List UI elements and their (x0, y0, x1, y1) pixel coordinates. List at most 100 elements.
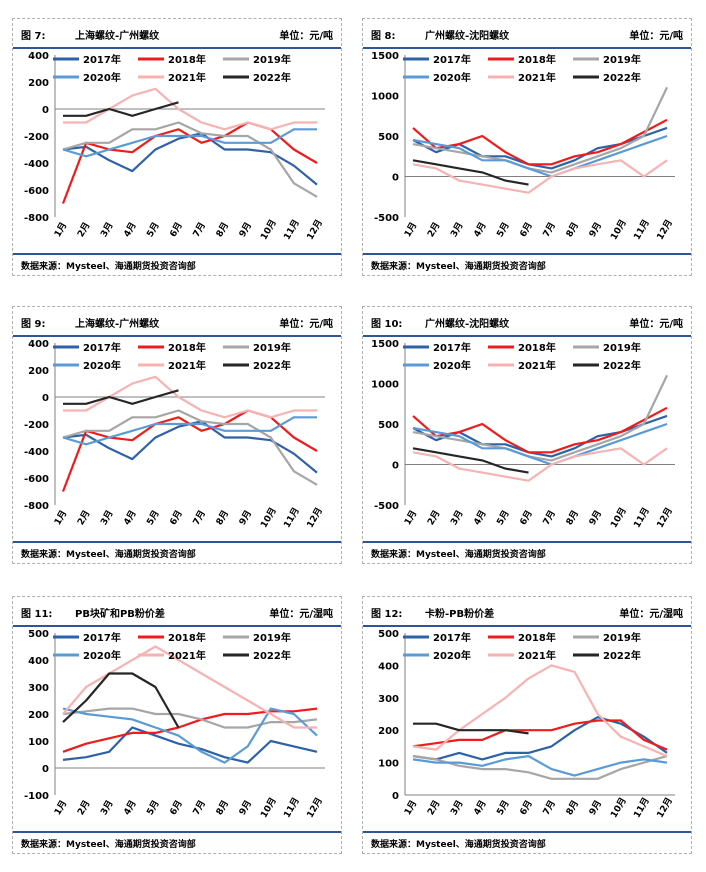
unit-label: 单位：元/吨 (629, 31, 683, 42)
legend-label-2018: 2018年 (168, 53, 206, 66)
chart-title-bar: 图 11: PB块矿和PB粉价差 单位：元/湿吨 (13, 597, 341, 627)
legend-label-2017: 2017年 (83, 341, 121, 354)
y-tick-label: -800 (24, 213, 49, 224)
chart-title-bar: 图 9: 上海螺纹-广州螺纹 单位：元/吨 (13, 307, 341, 337)
y-tick-label: 500 (28, 629, 49, 640)
y-tick-label: 500 (378, 132, 399, 143)
x-tick-label: 11月 (632, 796, 652, 820)
legend-label-2018: 2018年 (168, 631, 206, 644)
chart-panel-3: 图 9: 上海螺纹-广州螺纹 单位：元/吨 -800 -600 -400 -200 0 2… (12, 306, 342, 564)
y-tick-label: 200 (28, 78, 49, 89)
legend-label-2020: 2020年 (83, 71, 121, 84)
x-tick-label: 7月 (191, 220, 208, 239)
legend-label-2021: 2021年 (518, 649, 556, 662)
x-tick-label: 3月 (98, 508, 115, 527)
series-line-2022 (63, 101, 179, 117)
y-tick-label: 200 (28, 710, 49, 721)
series-line-2020 (62, 128, 317, 158)
x-tick-label: 6月 (168, 220, 185, 239)
x-tick-label: 1月 (402, 220, 419, 239)
x-tick-label: 9月 (237, 798, 254, 817)
chart-title-bar: 图 7: 上海螺纹-广州螺纹 单位：元/吨 (13, 19, 341, 49)
y-tick-label: 500 (378, 629, 399, 640)
source-note: 数据来源：Mysteel、海通期货投资咨询部 (21, 262, 196, 272)
legend-label-2019: 2019年 (603, 341, 641, 354)
x-tick-label: 3月 (448, 798, 465, 817)
x-tick-label: 5月 (145, 798, 162, 817)
source-note: 数据来源：Mysteel、海通期货投资咨询部 (371, 550, 546, 560)
series-line-2017 (412, 716, 668, 761)
chart-title: 卡粉-PB粉价差 (425, 609, 495, 620)
chart-svg: -500 0 500 1000 1500 1月 2月 3月 4月 5月 6月 7月 8月 9月 10月 11月… (371, 339, 675, 530)
x-tick-label: 2月 (425, 220, 442, 239)
series-line-2019 (412, 86, 668, 174)
series-line-2020 (62, 416, 317, 446)
x-tick-label: 11月 (282, 218, 302, 242)
legend-label-2017: 2017年 (433, 53, 471, 66)
figure-number: 图 8: (371, 31, 396, 42)
y-tick-label: 100 (378, 759, 399, 770)
source-bar: 数据来源：Mysteel、海通期货投资咨询部 (13, 541, 341, 563)
figure-number: 图 10: (371, 319, 403, 330)
legend-label-2019: 2019年 (253, 53, 291, 66)
x-tick-label: 1月 (402, 798, 419, 817)
source-note: 数据来源：Mysteel、海通期货投资咨询部 (371, 262, 546, 272)
x-tick-label: 9月 (237, 220, 254, 239)
x-tick-label: 6月 (168, 508, 185, 527)
y-tick-label: 300 (28, 683, 49, 694)
source-bar: 数据来源：Mysteel、海通期货投资咨询部 (13, 253, 341, 275)
chart-title: 上海螺纹-广州螺纹 (75, 319, 160, 330)
x-tick-label: 4月 (122, 220, 139, 239)
legend-label-2020: 2020年 (433, 649, 471, 662)
legend-label-2021: 2021年 (168, 359, 206, 372)
x-tick-label: 11月 (282, 506, 302, 530)
series-line-2021 (412, 664, 668, 758)
source-note: 数据来源：Mysteel、海通期货投资咨询部 (21, 550, 196, 560)
x-tick-label: 12月 (305, 796, 325, 820)
figure-number: 图 11: (21, 609, 53, 620)
y-tick-label: -400 (24, 159, 49, 170)
y-tick-label: 400 (28, 51, 49, 62)
x-tick-label: 3月 (98, 798, 115, 817)
figure-number: 图 7: (21, 31, 46, 42)
x-tick-label: 8月 (214, 508, 231, 527)
legend-label-2019: 2019年 (603, 53, 641, 66)
chart-title-bar: 图 8: 广州螺纹-沈阳螺纹 单位：元/吨 (363, 19, 691, 49)
x-tick-label: 5月 (145, 508, 162, 527)
y-tick-label: -800 (24, 501, 49, 512)
chart-svg: -800 -600 -400 -200 0 200 400 1月 2月 3月 4月 5月 6月 7月 8月 9… (24, 339, 325, 530)
y-tick-label: 0 (392, 461, 399, 472)
x-tick-label: 7月 (541, 508, 558, 527)
x-tick-label: 12月 (305, 506, 325, 530)
x-tick-label: 4月 (472, 508, 489, 527)
y-tick-label: 0 (392, 791, 399, 802)
legend-label-2022: 2022年 (603, 359, 641, 372)
y-tick-label: 0 (42, 105, 49, 116)
series-line-2019 (62, 409, 318, 486)
x-tick-label: 2月 (75, 798, 92, 817)
series-line-2020 (62, 707, 318, 764)
source-bar: 数据来源：Mysteel、海通期货投资咨询部 (363, 253, 691, 275)
series-line-2018 (412, 719, 668, 751)
legend-label-2019: 2019年 (603, 631, 641, 644)
y-tick-label: 0 (42, 393, 49, 404)
series-line-2020 (412, 755, 668, 777)
source-bar: 数据来源：Mysteel、海通期货投资咨询部 (363, 541, 691, 563)
x-tick-label: 7月 (541, 220, 558, 239)
series-line-2017 (62, 726, 318, 764)
y-tick-label: -200 (24, 420, 49, 431)
y-tick-label: 500 (378, 420, 399, 431)
legend-label-2017: 2017年 (433, 631, 471, 644)
legend-label-2022: 2022年 (253, 71, 291, 84)
x-tick-label: 2月 (425, 508, 442, 527)
source-note: 数据来源：Mysteel、海通期货投资咨询部 (371, 840, 546, 850)
x-tick-label: 8月 (214, 798, 231, 817)
legend-label-2018: 2018年 (518, 53, 556, 66)
unit-label: 单位：元/湿吨 (619, 609, 683, 620)
x-tick-label: 1月 (52, 220, 69, 239)
series-line-2021 (62, 645, 317, 729)
y-tick-label: -500 (374, 501, 399, 512)
chart-panel-1: 图 7: 上海螺纹-广州螺纹 单位：元/吨 -800 -600 -400 -200 0 2… (12, 18, 342, 276)
y-tick-label: 200 (28, 366, 49, 377)
x-tick-label: 8月 (564, 798, 581, 817)
